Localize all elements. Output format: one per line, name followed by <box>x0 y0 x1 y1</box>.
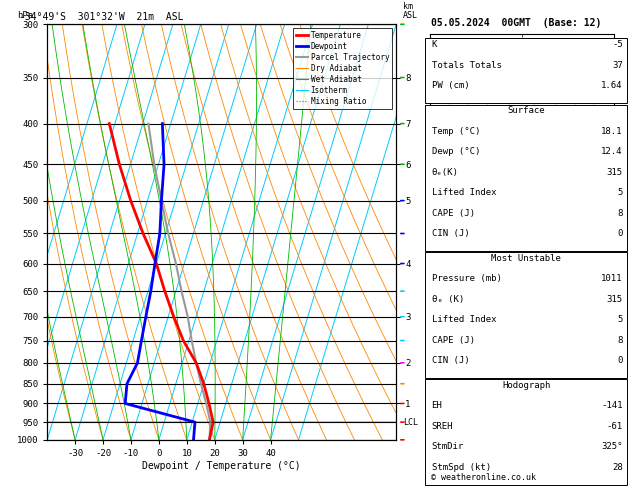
Text: -34°49'S  301°32'W  21m  ASL: -34°49'S 301°32'W 21m ASL <box>19 12 184 22</box>
Text: Most Unstable: Most Unstable <box>491 254 561 263</box>
X-axis label: Dewpoint / Temperature (°C): Dewpoint / Temperature (°C) <box>142 461 301 470</box>
Text: StmDir: StmDir <box>431 442 464 451</box>
Text: Totals Totals: Totals Totals <box>431 61 501 70</box>
Text: 5: 5 <box>618 315 623 324</box>
Text: 315: 315 <box>607 168 623 176</box>
Text: 12.4: 12.4 <box>601 147 623 156</box>
Text: 37: 37 <box>612 61 623 70</box>
Bar <box>425 380 627 485</box>
Text: LCL: LCL <box>403 417 418 427</box>
Text: CIN (J): CIN (J) <box>431 356 469 365</box>
Text: kt: kt <box>433 42 443 52</box>
Text: 10: 10 <box>505 126 513 131</box>
Text: -141: -141 <box>601 401 623 410</box>
Text: CAPE (J): CAPE (J) <box>431 208 474 218</box>
Text: PW (cm): PW (cm) <box>431 82 469 90</box>
Text: -5: -5 <box>612 40 623 50</box>
Text: © weatheronline.co.uk: © weatheronline.co.uk <box>431 473 536 482</box>
Text: Lifted Index: Lifted Index <box>431 315 496 324</box>
Text: -61: -61 <box>607 422 623 431</box>
Y-axis label: Mixing Ratio (g/kg): Mixing Ratio (g/kg) <box>445 192 454 272</box>
Text: K: K <box>431 40 437 50</box>
Text: 325°: 325° <box>601 442 623 451</box>
Text: Lifted Index: Lifted Index <box>431 188 496 197</box>
Text: 28: 28 <box>612 463 623 472</box>
Text: θₑ(K): θₑ(K) <box>431 168 459 176</box>
Text: Dewp (°C): Dewp (°C) <box>431 147 480 156</box>
Text: θₑ (K): θₑ (K) <box>431 295 464 304</box>
Bar <box>425 105 627 251</box>
Text: hPa: hPa <box>18 11 33 20</box>
Text: 0: 0 <box>618 229 623 238</box>
Text: Hodograph: Hodograph <box>502 381 550 390</box>
Text: 18.1: 18.1 <box>601 127 623 136</box>
Text: 30: 30 <box>479 149 487 154</box>
Bar <box>425 37 627 104</box>
Text: 1.64: 1.64 <box>601 82 623 90</box>
Text: Temp (°C): Temp (°C) <box>431 127 480 136</box>
Text: Surface: Surface <box>508 106 545 115</box>
Text: StmSpd (kt): StmSpd (kt) <box>431 463 491 472</box>
Text: 20: 20 <box>492 137 500 142</box>
Text: Pressure (mb): Pressure (mb) <box>431 274 501 283</box>
Text: 8: 8 <box>618 208 623 218</box>
Text: CIN (J): CIN (J) <box>431 229 469 238</box>
Text: 8: 8 <box>618 336 623 345</box>
Text: 5: 5 <box>618 188 623 197</box>
Text: km
ASL: km ASL <box>403 2 418 20</box>
Text: EH: EH <box>431 401 442 410</box>
Bar <box>425 252 627 378</box>
Text: 05.05.2024  00GMT  (Base: 12): 05.05.2024 00GMT (Base: 12) <box>431 18 601 29</box>
Text: SREH: SREH <box>431 422 453 431</box>
Text: 315: 315 <box>607 295 623 304</box>
Text: 0: 0 <box>618 356 623 365</box>
Text: 1011: 1011 <box>601 274 623 283</box>
Legend: Temperature, Dewpoint, Parcel Trajectory, Dry Adiabat, Wet Adiabat, Isotherm, Mi: Temperature, Dewpoint, Parcel Trajectory… <box>293 28 392 109</box>
Text: CAPE (J): CAPE (J) <box>431 336 474 345</box>
